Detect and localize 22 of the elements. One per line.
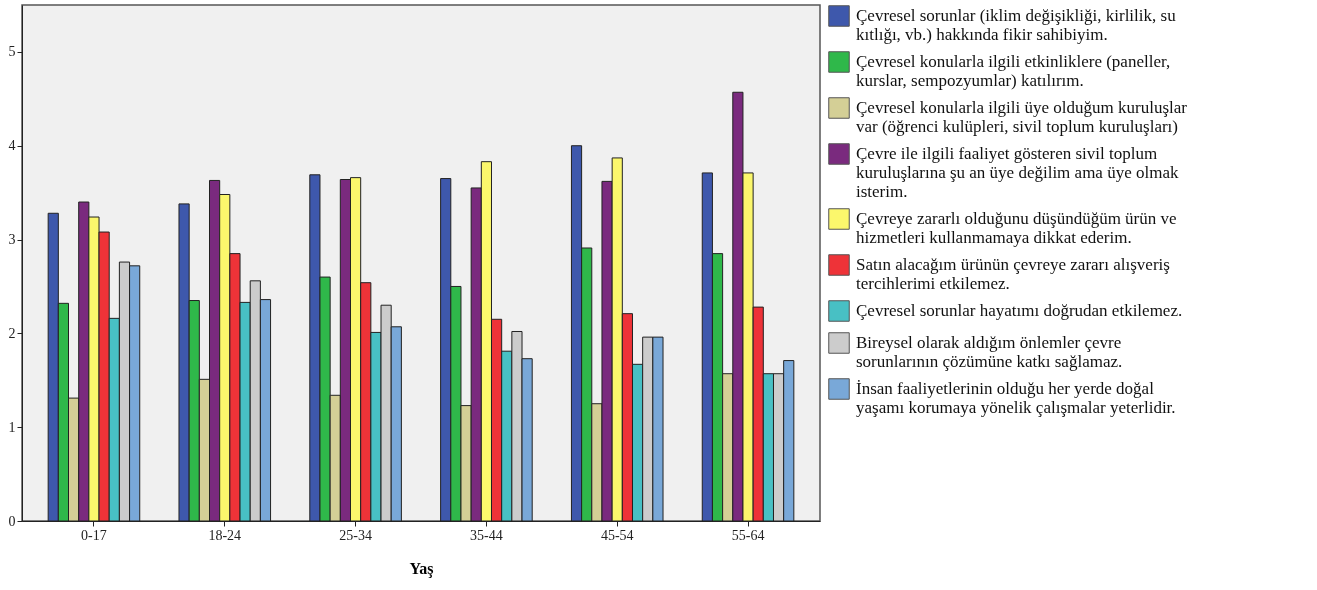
legend-label: Satın alacağım ürünün çevreye zararı alışveriş tercihlerimi etkilemez. <box>856 255 1170 293</box>
x-tick-label: 55-64 <box>731 527 765 543</box>
legend-label: Çevresel sorunlar hayatımı doğrudan etkilemez. <box>856 301 1183 320</box>
legend-label: Çevre ile ilgili faaliyet gösteren sivil toplum kuruluşlarına şu an üye değilim ama üye olmak isterim. <box>856 144 1179 201</box>
legend-label: Çevresel konularla ilgili etkinliklere (paneller, kurslar, sempozyumlar) katılırım. <box>856 52 1171 90</box>
y-tick-label: 4 <box>8 138 16 154</box>
y-tick-label: 0 <box>8 513 16 529</box>
y-tick-label: 1 <box>8 419 16 435</box>
x-tick-label: 45-54 <box>600 527 634 543</box>
x-axis-title: Yaş <box>409 559 434 578</box>
legend-label: Çevreye zararlı olduğunu düşündüğüm ürün ve hizmetleri kullanmamaya dikkat ederim. <box>856 209 1177 247</box>
y-tick-label: 2 <box>8 325 16 341</box>
y-tick-label: 5 <box>8 44 16 60</box>
x-tick-label: 35-44 <box>470 527 503 543</box>
x-tick-label: 0-17 <box>81 527 107 543</box>
legend-label: Çevresel sorunlar (iklim değişikliği, kirlilik, su kıtlığı, vb.) hakkında fikir sahibiyim. <box>856 6 1177 44</box>
x-tick-label: 25-34 <box>339 527 372 543</box>
x-tick-label: 18-24 <box>208 527 242 543</box>
legend-label: Çevresel konularla ilgili üye olduğum kuruluşlar var (öğrenci kulüpleri, sivil toplum kuruluşları) <box>856 98 1188 136</box>
legend-label: Bireysel olarak aldığım önlemler çevre sorunlarının çözümüne katkı sağlamaz. <box>856 333 1123 371</box>
legend-label: İnsan faaliyetlerinin olduğu her yerde doğal yaşamı korumaya yönelik çalışmalar yeterlidir. <box>856 379 1176 417</box>
y-tick-label: 3 <box>8 232 16 248</box>
